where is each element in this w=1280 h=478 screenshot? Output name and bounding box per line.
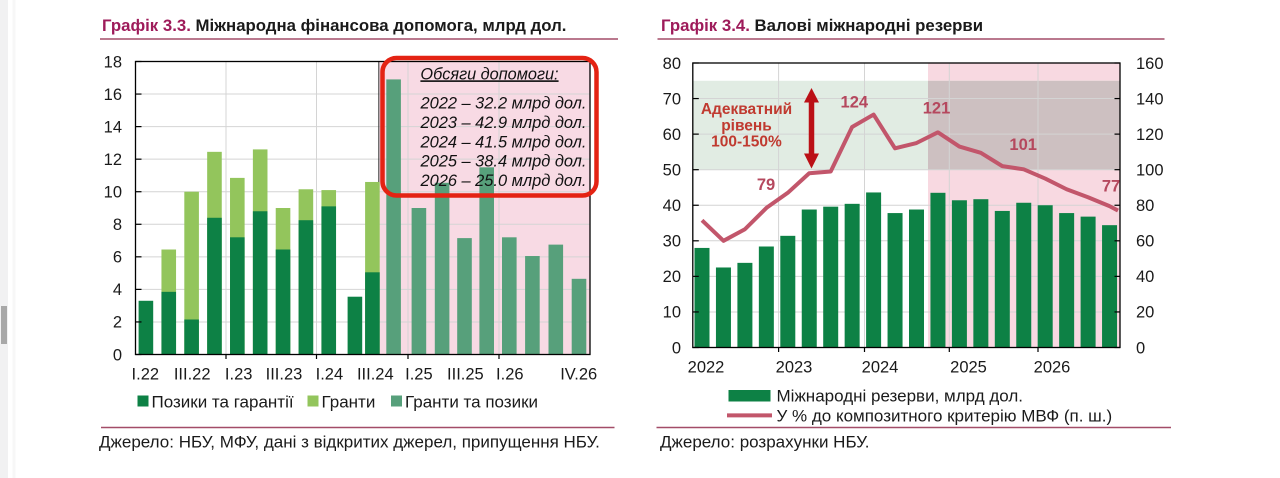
svg-text:2023: 2023 (776, 359, 813, 377)
svg-text:2024: 2024 (862, 359, 899, 377)
svg-text:III.24: III.24 (357, 366, 394, 384)
svg-text:0: 0 (672, 339, 681, 357)
svg-text:14: 14 (104, 118, 122, 136)
svg-text:50: 50 (663, 161, 681, 179)
svg-text:40: 40 (663, 197, 681, 215)
svg-text:12: 12 (104, 151, 122, 169)
svg-text:2024 – 41.5 млрд дол.: 2024 – 41.5 млрд дол. (420, 133, 587, 151)
svg-text:IV.26: IV.26 (560, 366, 597, 384)
svg-text:2026 – 25.0 млрд дол.: 2026 – 25.0 млрд дол. (420, 172, 587, 190)
svg-text:2025: 2025 (950, 359, 987, 377)
svg-text:2026: 2026 (1034, 359, 1071, 377)
svg-text:Джерело: НБУ, МФУ, дані з відк: Джерело: НБУ, МФУ, дані з відкритих джер… (99, 433, 600, 452)
svg-text:6: 6 (113, 249, 122, 267)
svg-text:101: 101 (1009, 136, 1037, 154)
svg-text:100-150%: 100-150% (711, 134, 782, 151)
svg-text:60: 60 (663, 126, 681, 144)
svg-text:10: 10 (104, 184, 122, 202)
svg-text:70: 70 (663, 90, 681, 108)
svg-text:60: 60 (1136, 233, 1154, 251)
svg-text:77: 77 (1102, 178, 1120, 196)
svg-text:30: 30 (663, 233, 681, 251)
svg-text:10: 10 (663, 304, 681, 322)
svg-text:79: 79 (757, 176, 775, 194)
svg-text:120: 120 (1136, 126, 1164, 144)
svg-text:121: 121 (923, 100, 951, 118)
svg-text:2022 – 32.2 млрд дол.: 2022 – 32.2 млрд дол. (420, 95, 587, 113)
svg-text:Джерело: розрахунки НБУ.: Джерело: розрахунки НБУ. (660, 433, 869, 452)
svg-text:140: 140 (1136, 90, 1164, 108)
svg-text:I.23: I.23 (225, 366, 253, 384)
svg-text:0: 0 (113, 346, 122, 364)
svg-text:Позики та гарантії: Позики та гарантії (152, 393, 294, 412)
svg-text:124: 124 (841, 94, 869, 112)
svg-text:18: 18 (104, 53, 122, 71)
svg-text:0: 0 (1136, 339, 1145, 357)
svg-text:80: 80 (663, 55, 681, 73)
svg-text:80: 80 (1136, 197, 1154, 215)
svg-text:20: 20 (1136, 304, 1154, 322)
svg-text:8: 8 (113, 216, 122, 234)
svg-text:Гранти: Гранти (322, 393, 376, 412)
svg-text:Адекватний: Адекватний (701, 101, 792, 118)
svg-text:20: 20 (663, 268, 681, 286)
svg-text:40: 40 (1136, 268, 1154, 286)
svg-text:16: 16 (104, 86, 122, 104)
svg-text:2025 – 38.4 млрд дол.: 2025 – 38.4 млрд дол. (420, 153, 587, 171)
svg-text:III.22: III.22 (174, 366, 211, 384)
svg-text:100: 100 (1136, 161, 1164, 179)
svg-text:III.23: III.23 (266, 366, 303, 384)
svg-text:Графік 3.3. Міжнародна фінансо: Графік 3.3. Міжнародна фінансова допомог… (102, 16, 566, 35)
svg-text:I.25: I.25 (405, 366, 433, 384)
svg-text:2022: 2022 (688, 359, 725, 377)
svg-text:Міжнародні резерви, млрд дол.: Міжнародні резерви, млрд дол. (777, 387, 1023, 406)
svg-text:Гранти та позики: Гранти та позики (405, 393, 538, 412)
svg-text:Обсяги допомоги:: Обсяги допомоги: (420, 65, 558, 83)
svg-text:160: 160 (1136, 55, 1164, 73)
svg-text:2023 – 42.9 млрд дол.: 2023 – 42.9 млрд дол. (420, 114, 587, 132)
svg-text:4: 4 (113, 281, 122, 299)
svg-text:I.22: I.22 (132, 366, 160, 384)
svg-text:У % до композитного критерію М: У % до композитного критерію МВФ (п. ш.) (777, 407, 1113, 426)
svg-text:2: 2 (113, 314, 122, 332)
svg-text:I.24: I.24 (316, 366, 344, 384)
svg-text:I.26: I.26 (496, 366, 524, 384)
svg-text:рівень: рівень (721, 117, 772, 134)
svg-text:III.25: III.25 (447, 366, 484, 384)
svg-text:Графік 3.4. Валові міжнародні: Графік 3.4. Валові міжнародні резерви (661, 16, 983, 35)
